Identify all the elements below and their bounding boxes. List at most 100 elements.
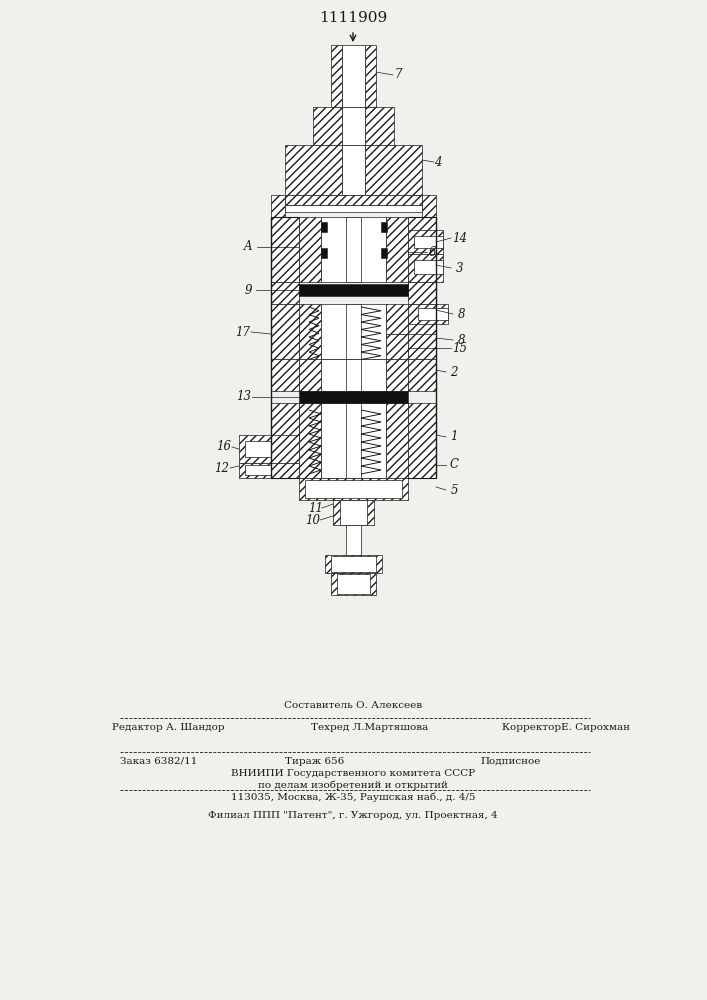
Polygon shape	[299, 284, 408, 296]
Bar	[299, 217, 321, 282]
Bar	[239, 435, 271, 463]
Text: 13: 13	[237, 390, 252, 403]
Bar	[386, 403, 408, 478]
Text: ВНИИПИ Государственного комитета СССР: ВНИИПИ Государственного комитета СССР	[231, 768, 475, 778]
Bar	[285, 195, 422, 205]
Polygon shape	[321, 222, 327, 232]
Bar	[333, 500, 374, 525]
Text: КорректорЕ. Сирохман: КорректорЕ. Сирохман	[502, 722, 630, 732]
Bar	[342, 145, 365, 195]
Bar	[414, 236, 443, 248]
Bar	[271, 359, 299, 391]
Bar	[271, 195, 285, 217]
Bar	[285, 195, 299, 205]
Bar	[408, 282, 436, 304]
Text: 9: 9	[244, 284, 252, 296]
Text: 14: 14	[452, 232, 467, 244]
Bar	[346, 217, 361, 282]
Bar	[299, 403, 321, 478]
Bar	[408, 304, 448, 324]
Bar	[245, 465, 271, 475]
Bar	[271, 217, 299, 282]
Bar	[386, 334, 408, 359]
Bar	[408, 230, 443, 254]
Bar	[422, 195, 436, 217]
Bar	[299, 478, 408, 500]
Text: 11: 11	[308, 502, 324, 514]
Bar	[408, 254, 443, 282]
Bar	[414, 260, 443, 274]
Text: Филиал ППП "Патент", г. Ужгород, ул. Проектная, 4: Филиал ППП "Патент", г. Ужгород, ул. Про…	[208, 810, 498, 820]
Text: 6: 6	[428, 245, 436, 258]
Text: 3: 3	[456, 261, 464, 274]
Text: 8: 8	[458, 334, 466, 347]
Text: A: A	[244, 240, 252, 253]
Bar	[408, 403, 436, 478]
Text: по делам изобретений и открытий: по делам изобретений и открытий	[258, 780, 448, 790]
Bar	[305, 392, 402, 402]
Polygon shape	[381, 248, 387, 258]
Text: Редактор А. Шандор: Редактор А. Шандор	[112, 722, 224, 732]
Text: Заказ 6382/11: Заказ 6382/11	[120, 757, 197, 766]
Bar	[305, 480, 402, 498]
Bar	[299, 304, 321, 359]
Bar	[346, 525, 361, 555]
Bar	[365, 45, 376, 107]
Polygon shape	[321, 248, 327, 258]
Bar	[346, 304, 361, 359]
Bar	[342, 107, 365, 145]
Bar	[321, 359, 386, 391]
Text: 5: 5	[450, 484, 457, 496]
Text: 15: 15	[452, 342, 467, 355]
Bar	[365, 107, 394, 145]
Bar	[337, 574, 370, 594]
Bar	[271, 435, 299, 463]
Bar	[285, 145, 342, 195]
Bar	[408, 195, 422, 205]
Bar	[408, 334, 436, 359]
Bar	[321, 304, 386, 359]
Bar	[321, 403, 386, 478]
Polygon shape	[381, 222, 387, 232]
Text: 8: 8	[458, 308, 466, 320]
Text: Техред Л.Мартяшова: Техред Л.Мартяшова	[311, 722, 428, 732]
Bar	[408, 304, 436, 359]
Text: 2: 2	[450, 365, 457, 378]
Text: 1: 1	[450, 430, 457, 444]
Bar	[325, 555, 382, 573]
Bar	[299, 359, 321, 391]
Text: 17: 17	[235, 326, 250, 338]
Text: 16: 16	[216, 440, 231, 454]
Bar	[342, 45, 365, 107]
Bar	[245, 441, 271, 457]
Text: Составитель О. Алексеев: Составитель О. Алексеев	[284, 702, 422, 710]
Bar	[313, 107, 342, 145]
Bar	[285, 205, 422, 212]
Bar	[346, 403, 361, 478]
Bar	[271, 463, 299, 478]
Polygon shape	[299, 391, 408, 403]
Bar	[418, 308, 448, 320]
Text: 12: 12	[214, 462, 230, 475]
Text: 113035, Москва, Ж-35, Раушская наб., д. 4/5: 113035, Москва, Ж-35, Раушская наб., д. …	[230, 792, 475, 802]
Bar	[386, 217, 408, 282]
Bar	[321, 217, 386, 282]
Text: 7: 7	[395, 68, 402, 82]
Bar	[386, 304, 408, 334]
Bar	[271, 282, 299, 304]
Bar	[271, 403, 299, 478]
Bar	[340, 500, 367, 525]
Bar	[346, 359, 361, 391]
Text: Подписное: Подписное	[480, 757, 540, 766]
Bar	[305, 285, 402, 295]
Bar	[386, 359, 408, 391]
Bar	[271, 304, 299, 359]
Bar	[408, 359, 436, 391]
Bar	[408, 217, 436, 282]
Text: Тираж 656: Тираж 656	[285, 757, 344, 766]
Text: 4: 4	[434, 155, 442, 168]
Bar	[239, 463, 271, 478]
Text: 10: 10	[305, 514, 320, 526]
Text: C: C	[450, 458, 459, 472]
Text: 1111909: 1111909	[319, 11, 387, 25]
